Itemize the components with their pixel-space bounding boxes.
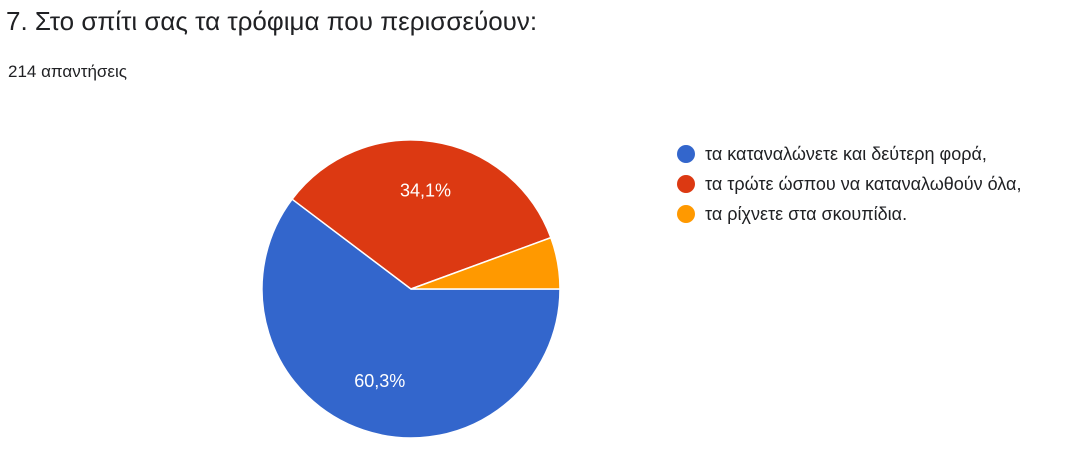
legend-dot-icon bbox=[677, 175, 695, 193]
pie-slice-2[interactable] bbox=[291, 139, 552, 290]
legend-label: τα τρώτε ώσπου να καταναλωθούν όλα, bbox=[705, 173, 1022, 194]
pie-slice-label-1: 60,3% bbox=[354, 371, 405, 391]
legend-label: τα καταναλώνετε και δεύτερη φορά, bbox=[705, 143, 987, 164]
chart-legend: τα καταναλώνετε και δεύτερη φορά, τα τρώτ… bbox=[677, 139, 1021, 229]
legend-item-3[interactable]: τα ρίχνετε στα σκουπίδια. bbox=[677, 199, 1021, 229]
response-count: 214 απαντήσεις bbox=[8, 62, 127, 81]
legend-dot-icon bbox=[677, 205, 695, 223]
pie-slice-1[interactable] bbox=[261, 198, 561, 439]
pie-slice-3[interactable] bbox=[410, 236, 561, 290]
legend-label: τα ρίχνετε στα σκουπίδια. bbox=[705, 203, 908, 224]
legend-item-2[interactable]: τα τρώτε ώσπου να καταναλωθούν όλα, bbox=[677, 169, 1021, 199]
legend-item-1[interactable]: τα καταναλώνετε και δεύτερη φορά, bbox=[677, 139, 1021, 169]
legend-dot-icon bbox=[677, 145, 695, 163]
pie-slice-label-2: 34,1% bbox=[400, 180, 451, 200]
question-title: 7. Στο σπίτι σας τα τρόφιμα που περισσεύ… bbox=[6, 6, 538, 36]
